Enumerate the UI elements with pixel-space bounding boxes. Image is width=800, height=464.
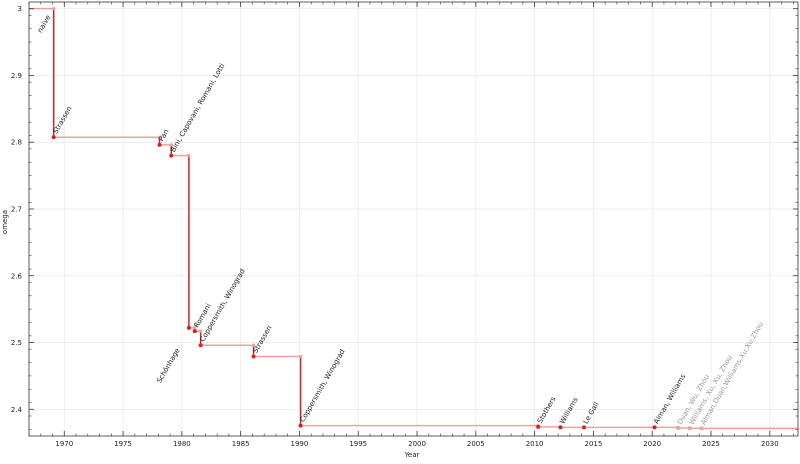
y-axis-label: omega <box>1 210 9 234</box>
x-tick-label: 2000 <box>408 440 426 448</box>
x-tick-label: 2025 <box>702 440 720 448</box>
point-label: Strassen <box>51 105 73 135</box>
point-label: Alman,Duan,Williams,Xu,Xu,Zhou <box>699 321 765 427</box>
point-label: Williams <box>558 396 580 426</box>
point-label: Schönhage <box>155 347 181 385</box>
level-end-marker <box>252 343 256 347</box>
data-point <box>186 325 191 330</box>
data-point <box>198 343 203 348</box>
y-tick-label: 3 <box>18 5 22 13</box>
x-tick-label: 1985 <box>232 440 250 448</box>
x-tick-label: 1990 <box>291 440 309 448</box>
y-tick-label: 2.9 <box>11 72 22 80</box>
point-label: Coppersmith, Winograd <box>298 348 346 424</box>
level-end-marker <box>158 135 162 139</box>
data-point <box>251 354 256 359</box>
point-label: Le Gall <box>582 401 601 426</box>
x-axis-label: Year <box>404 451 420 459</box>
x-tick-label: 2010 <box>526 440 544 448</box>
y-tick-label: 2.5 <box>11 339 22 347</box>
data-point <box>687 426 692 431</box>
y-tick-label: 2.8 <box>11 139 22 147</box>
y-tick-label: 2.7 <box>11 205 22 213</box>
data-point <box>699 426 704 431</box>
x-tick-label: 2015 <box>584 440 602 448</box>
plot-frame <box>28 1 799 437</box>
x-tick-label: 2020 <box>643 440 661 448</box>
level-end-marker <box>299 355 303 359</box>
y-tick-label: 2.6 <box>11 272 23 280</box>
data-point <box>157 142 162 147</box>
axes: 1970 1975 1980 1985 1990 1995 2000 2005 2010 2015… <box>11 1 799 448</box>
data-point <box>558 425 563 430</box>
level-end-marker <box>187 154 191 158</box>
x-tick-label: 1980 <box>173 440 191 448</box>
level-end-marker <box>169 143 173 147</box>
level-end-marker <box>52 7 56 11</box>
x-tick-label: 2030 <box>761 440 779 448</box>
data-point <box>192 329 197 334</box>
data-point <box>298 423 303 428</box>
x-tick-label: 1975 <box>114 440 132 448</box>
point-label: naive <box>36 14 52 35</box>
data-point <box>51 135 56 140</box>
point-label: Stothers <box>536 395 558 425</box>
data-point <box>169 153 174 158</box>
data-point <box>676 426 681 431</box>
point-label: Pan <box>157 128 170 143</box>
data-point <box>652 425 657 430</box>
grid <box>29 2 798 436</box>
data-point <box>536 424 541 429</box>
point-label: Strassen <box>251 324 273 354</box>
x-tick-label: 1970 <box>55 440 73 448</box>
x-tick-label: 2005 <box>467 440 485 448</box>
level-end-marker <box>199 329 203 333</box>
y-tick-label: 2.4 <box>11 406 23 414</box>
x-tick-label: 1995 <box>349 440 367 448</box>
data-point <box>581 425 586 430</box>
level-end-marker <box>193 326 197 330</box>
